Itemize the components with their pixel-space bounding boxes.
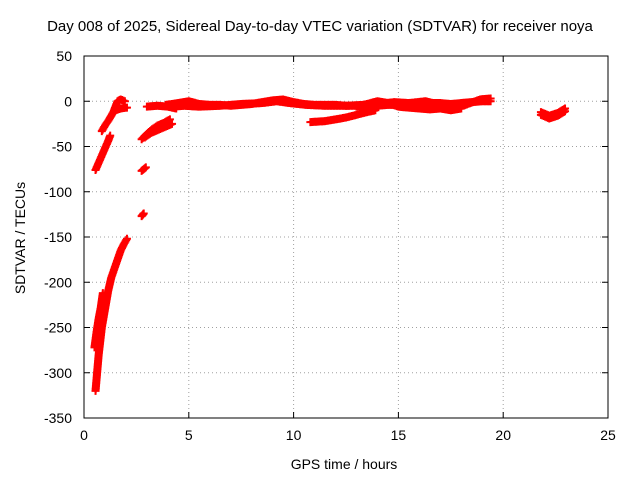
x-tick-label: 25 (600, 427, 616, 443)
data-points (90, 94, 570, 395)
data-point (141, 163, 150, 172)
data-point (106, 131, 115, 140)
x-axis-label: GPS time / hours (290, 456, 398, 472)
chart-title: Day 008 of 2025, Sidereal Day-to-day VTE… (47, 18, 593, 35)
y-tick-label: -150 (44, 229, 72, 245)
data-point (457, 104, 466, 113)
x-tick-label: 5 (185, 427, 193, 443)
y-tick-label: -50 (52, 139, 72, 155)
data-point (122, 103, 131, 112)
data-point (122, 234, 131, 243)
axis-ticks: 0 5 10 15 20 25 50 0 -50 -100 -150 -200 -250 -300 -350 (44, 48, 616, 443)
grid-lines (84, 56, 608, 418)
x-tick-label: 20 (495, 427, 511, 443)
y-tick-label: -200 (44, 274, 72, 290)
x-tick-label: 0 (80, 427, 88, 443)
y-tick-label: -250 (44, 320, 72, 336)
y-tick-label: 50 (56, 48, 72, 64)
data-point (98, 289, 107, 298)
data-point (168, 119, 177, 128)
y-tick-label: -300 (44, 365, 72, 381)
y-tick-label: -350 (44, 410, 72, 426)
y-axis-label: SDTVAR / TECUs (12, 181, 28, 295)
plot-frame (83, 55, 609, 419)
x-tick-label: 15 (391, 427, 407, 443)
y-tick-label: -100 (44, 184, 72, 200)
y-tick-label: 0 (64, 93, 72, 109)
data-point (139, 209, 148, 218)
data-point (561, 107, 570, 116)
x-tick-label: 10 (286, 427, 302, 443)
data-point (371, 106, 380, 115)
data-point (486, 94, 495, 103)
